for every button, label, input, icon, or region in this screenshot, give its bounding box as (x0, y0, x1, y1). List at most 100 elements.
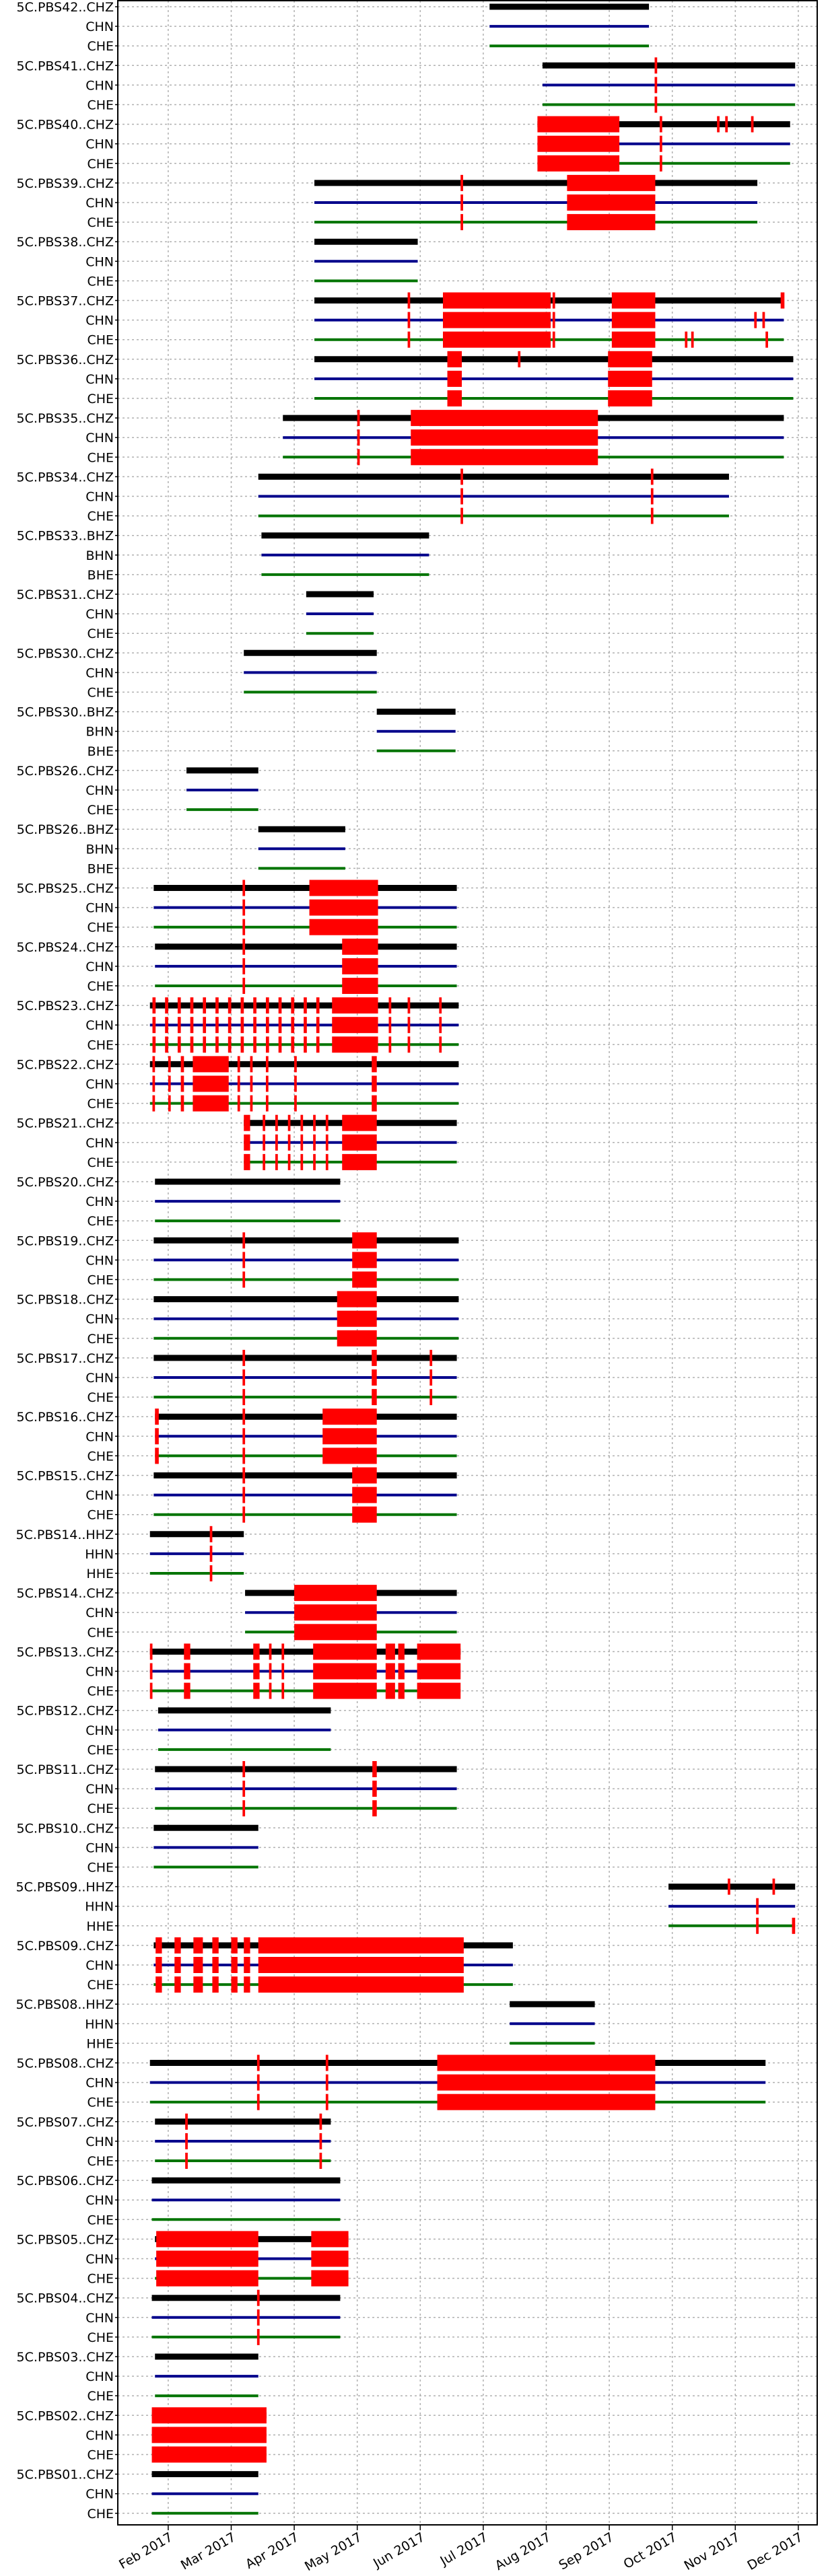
gap (372, 1389, 377, 1406)
channel-label: CHE (87, 215, 114, 230)
gap (258, 1957, 464, 1973)
gap (168, 1056, 171, 1073)
gap (398, 1643, 405, 1660)
gap (717, 116, 720, 133)
gap (372, 1761, 377, 1777)
channel-label: CHN (85, 1723, 114, 1738)
gap (253, 1036, 256, 1053)
channel-label: CHE (87, 2213, 114, 2227)
gap (275, 1134, 278, 1151)
gap (242, 1447, 246, 1464)
gap (319, 2133, 322, 2149)
gap (319, 2153, 322, 2169)
channel-label: BHE (88, 568, 114, 583)
gap (337, 1330, 377, 1347)
gap (177, 1017, 181, 1034)
gap (152, 1056, 155, 1073)
gap (185, 2133, 188, 2149)
gap (385, 1682, 395, 1699)
gap (151, 2407, 267, 2424)
gap (654, 57, 658, 74)
gap (242, 1271, 246, 1288)
gap (212, 1976, 219, 1993)
channel-label: CHE (87, 1861, 114, 1875)
channel-label: CHE (87, 39, 114, 54)
channel-label: 5C.PBS21..CHZ (17, 1116, 114, 1131)
gap (209, 1526, 213, 1542)
gap (228, 1036, 232, 1053)
channel-label: CHE (87, 1038, 114, 1052)
channel-label: 5C.PBS16..CHZ (17, 1410, 114, 1425)
gap (242, 1761, 246, 1777)
gap (242, 1389, 246, 1406)
gap (281, 1643, 285, 1660)
gap (294, 1075, 297, 1092)
gap (654, 77, 658, 94)
gap (256, 2309, 260, 2326)
gap (265, 1017, 269, 1034)
channel-label: CHN (85, 137, 114, 152)
channel-label: 5C.PBS37..CHZ (17, 294, 114, 309)
gap (372, 1349, 377, 1366)
gap (411, 410, 598, 427)
gap (407, 1017, 411, 1034)
gap (342, 1134, 377, 1151)
gap (311, 2270, 349, 2287)
gap (342, 978, 378, 994)
channel-label: CHE (87, 2330, 114, 2345)
gap (242, 1781, 246, 1797)
gap (372, 1781, 377, 1797)
gap (460, 174, 463, 191)
gap (311, 2250, 349, 2267)
gap (437, 2074, 656, 2091)
channel-label: BHE (88, 861, 114, 876)
gap (177, 997, 181, 1014)
gap (256, 2054, 260, 2071)
gap (650, 468, 654, 485)
gap (287, 1114, 291, 1131)
gap (184, 1663, 191, 1680)
gap (659, 135, 662, 152)
gap (518, 351, 521, 367)
channel-label: CHE (87, 1743, 114, 1758)
gap (242, 880, 246, 896)
gap (398, 1663, 405, 1680)
gap (407, 331, 411, 348)
channel-label: CHE (87, 1801, 114, 1816)
gap (313, 1643, 377, 1660)
gap (193, 1957, 203, 1973)
channel-label: 5C.PBS02..CHZ (17, 2408, 114, 2423)
channel-label: CHE (87, 392, 114, 406)
gap (325, 2054, 328, 2071)
channel-label: CHE (87, 1978, 114, 1993)
gap (342, 938, 378, 955)
gap (442, 331, 551, 348)
gap (242, 919, 246, 935)
gap (278, 1036, 282, 1053)
gap (316, 1036, 320, 1053)
gap (352, 1487, 377, 1503)
channel-label: CHN (85, 196, 114, 211)
channel-label: CHE (87, 627, 114, 641)
gap (352, 1252, 377, 1268)
gap (537, 135, 620, 152)
gap (242, 1506, 246, 1523)
gap (240, 1017, 244, 1034)
gap (291, 1036, 295, 1053)
gap (316, 997, 320, 1014)
gap (237, 1095, 240, 1112)
channel-label: 5C.PBS06..CHZ (17, 2174, 114, 2188)
gap (332, 997, 378, 1014)
gap (552, 331, 555, 348)
gap (567, 174, 656, 191)
channel-label: CHN (85, 666, 114, 680)
gap (263, 1134, 266, 1151)
channel-label: CHE (87, 1449, 114, 1464)
gap (174, 1957, 181, 1973)
gap (460, 468, 463, 485)
channel-label: CHN (85, 314, 114, 328)
gap (772, 1878, 775, 1895)
gap (156, 2231, 258, 2248)
channel-label: CHN (85, 1136, 114, 1151)
gap (244, 1153, 250, 1170)
